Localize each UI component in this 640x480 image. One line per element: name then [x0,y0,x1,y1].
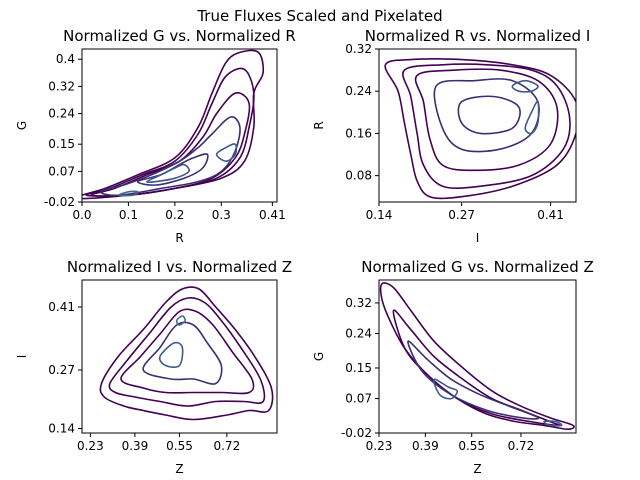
subplot-title: Normalized R vs. Normalized I [365,27,591,45]
y-tick-label: 0.24 [48,107,75,121]
y-tick-label: 0.32 [345,42,372,56]
contour-line [146,163,190,184]
subplot-title: Normalized G vs. Normalized R [63,27,296,45]
x-tick-label: 0.72 [213,439,240,453]
y-axis-label: G [312,352,326,361]
contour-line [108,297,266,407]
x-tick-label: 0.55 [166,439,193,453]
y-tick-label: 0.07 [48,164,75,178]
contour-line [414,68,559,172]
y-tick-label: 0.32 [345,296,372,310]
x-tick-label: 0.1 [119,208,138,222]
contour-line [90,92,251,197]
figure-suptitle: True Fluxes Scaled and Pixelated [196,7,442,25]
subplot-title: Normalized I vs. Normalized Z [67,258,292,276]
contour-group [384,58,576,200]
x-tick-label: 0.2 [165,208,184,222]
x-axis-label: Z [175,462,183,476]
subplot-title: Normalized G vs. Normalized Z [361,258,594,276]
y-tick-label: 0.15 [345,361,372,375]
x-tick-label: 0.27 [448,208,475,222]
x-tick-label: 0.23 [366,439,393,453]
plot-frame [81,48,278,203]
subplot-1: Normalized G vs. Normalized R 0.0 0.1 0.2 0.… [15,27,296,245]
subplot-3: Normalized I vs. Normalized Z 0.23 0.39 0.5… [15,258,292,476]
contour-line [432,378,459,400]
contour-line [215,143,238,162]
contour-line [175,315,186,326]
contour-line [99,286,274,421]
contour-line [99,116,241,197]
y-tick-label: 0.41 [48,300,75,314]
y-axis-label: I [15,355,29,359]
subplot-2: Normalized R vs. Normalized I 0.14 0.27 0.4… [312,27,590,245]
contour-group [99,286,274,421]
y-tick-label: -0.02 [44,195,75,209]
plot-frame [378,48,577,203]
x-tick-label: 0.72 [508,439,535,453]
y-tick-label: 0.16 [345,126,372,140]
contour-line [120,308,255,395]
y-tick-label: 0.4 [56,52,75,66]
x-tick-label: 0.55 [458,439,485,453]
y-axis-label: R [312,121,326,129]
x-tick-label: 0.41 [259,208,286,222]
contour-line [407,340,540,420]
contour-line [384,58,576,200]
y-tick-label: 0.08 [345,169,372,183]
x-tick-label: 0.23 [77,439,104,453]
y-tick-label: 0.15 [48,137,75,151]
contour-group [82,49,265,200]
contour-line [524,100,540,135]
contour-line [402,63,571,189]
x-tick-label: 0.3 [212,208,231,222]
y-axis-label: G [15,121,29,130]
x-tick-label: 0.0 [72,208,91,222]
x-tick-label: 0.39 [412,439,439,453]
contour-group [379,282,575,430]
y-tick-label: 0.27 [48,363,75,377]
x-axis-label: I [476,231,480,245]
contour-line [158,341,184,369]
x-axis-label: Z [473,462,481,476]
contour-line [142,321,223,385]
x-tick-label: 0.14 [366,208,393,222]
subplot-4: Normalized G vs. Normalized Z 0.23 0.39 0.5… [312,258,594,476]
contour-line [392,309,561,427]
contour-line [543,420,563,427]
y-tick-label: 0.32 [48,79,75,93]
y-tick-label: 0.14 [48,422,75,436]
y-tick-label: 0.07 [345,392,372,406]
subplots: Normalized G vs. Normalized R 0.0 0.1 0.2 0.… [15,27,594,476]
x-tick-label: 0.39 [122,439,149,453]
contour-line [118,190,139,197]
contour-line [511,79,539,93]
contour-line [457,95,521,135]
plot-frame [378,279,577,434]
x-tick-label: 0.41 [537,208,564,222]
x-axis-label: R [175,231,183,245]
y-tick-label: -0.02 [341,426,372,440]
y-tick-label: 0.24 [345,84,372,98]
y-tick-label: 0.24 [345,327,372,341]
